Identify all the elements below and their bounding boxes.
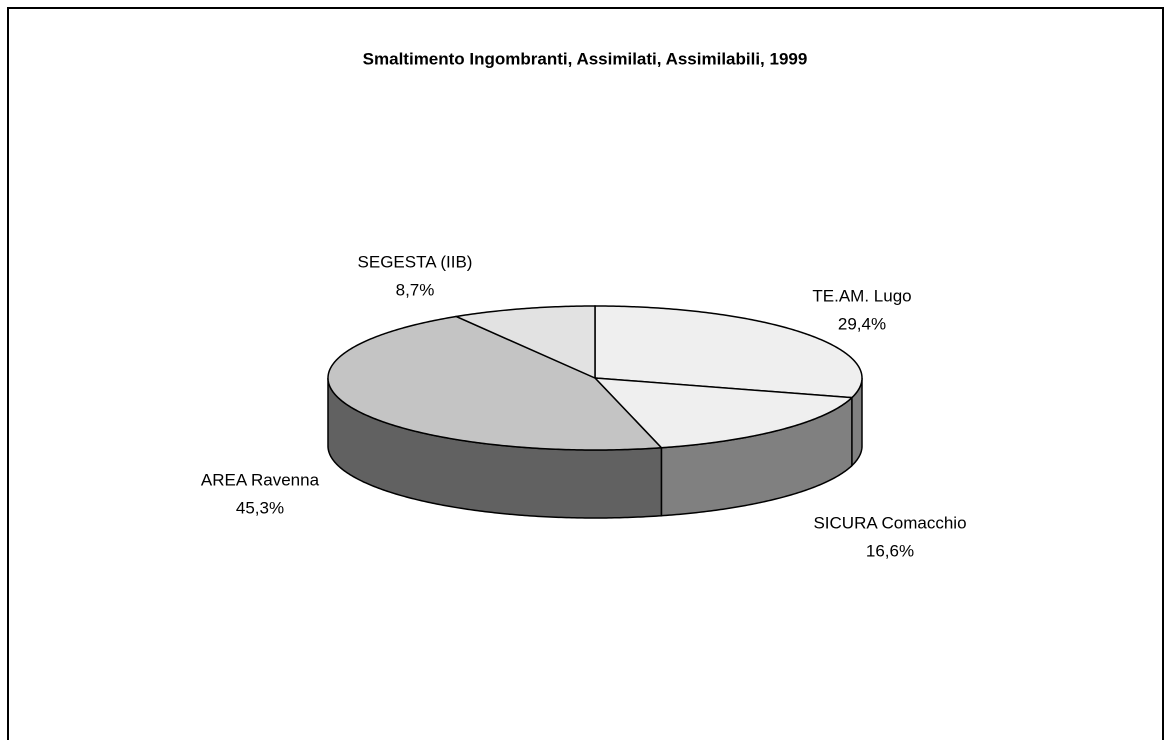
chart-title: Smaltimento Ingombranti, Assimilati, Ass…	[363, 49, 808, 68]
slice-label: SICURA Comacchio	[813, 513, 966, 532]
slice-label: AREA Ravenna	[201, 470, 320, 489]
slice	[593, 377, 854, 449]
value-label: 8,7%	[396, 280, 435, 299]
value-label: 16,6%	[866, 541, 914, 560]
slice	[453, 305, 596, 380]
value-label: 29,4%	[838, 314, 886, 333]
slice	[327, 315, 664, 451]
chart-frame	[7, 7, 1164, 740]
slice-label: SEGESTA (IIB)	[358, 252, 473, 271]
slice	[594, 305, 863, 399]
slice-label: TE.AM. Lugo	[812, 286, 911, 305]
value-label: 45,3%	[236, 498, 284, 517]
